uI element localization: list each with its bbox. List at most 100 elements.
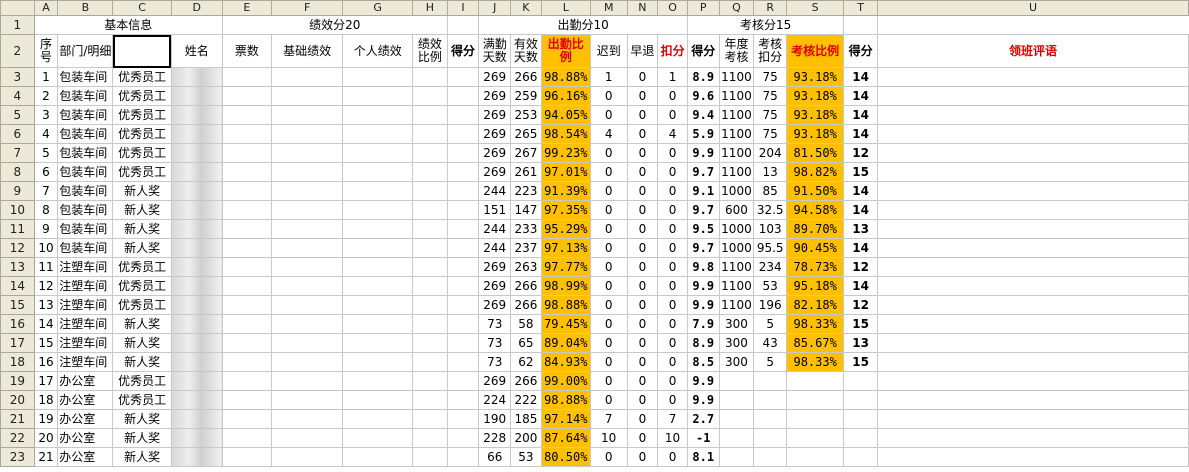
cell-name-redacted[interactable] [170, 333, 223, 353]
row-header[interactable]: 15 [0, 295, 35, 315]
cell-personal-perf[interactable] [342, 257, 413, 277]
cell-name-redacted[interactable] [170, 200, 223, 220]
cell-annual[interactable] [718, 447, 755, 467]
row-header[interactable]: 13 [0, 257, 35, 277]
cell-dept[interactable]: 注塑车间 [57, 314, 114, 334]
cell-full-days[interactable]: 269 [478, 143, 512, 163]
cell-early[interactable]: 0 [626, 447, 659, 467]
cell-comment[interactable] [877, 314, 1189, 334]
cell-type[interactable]: 优秀员工 [112, 276, 172, 296]
cell-seq[interactable]: 17 [33, 371, 59, 391]
cell-type[interactable]: 优秀员工 [112, 162, 172, 182]
row-header[interactable]: 8 [0, 162, 35, 182]
cell-perf-score[interactable] [446, 105, 480, 125]
cell-votes[interactable] [221, 124, 272, 144]
cell-assess-score[interactable]: 13 [843, 219, 879, 239]
cell-valid-days[interactable]: 200 [510, 428, 542, 448]
cell-comment[interactable] [877, 295, 1189, 315]
cell-attend-score[interactable]: 9.9 [686, 295, 720, 315]
row-header[interactable]: 23 [0, 447, 35, 467]
cell-perf-ratio[interactable] [411, 105, 448, 125]
cell-perf-ratio[interactable] [411, 219, 448, 239]
cell-annual[interactable]: 1000 [718, 238, 755, 258]
cell-perf-ratio[interactable] [411, 162, 448, 182]
cell-deduct[interactable]: 0 [657, 181, 688, 201]
cell-seq[interactable]: 11 [33, 257, 59, 277]
cell-annual[interactable]: 1000 [718, 219, 755, 239]
cell-attend-ratio[interactable]: 98.88% [540, 295, 591, 315]
cell-seq[interactable]: 21 [33, 447, 59, 467]
cell-dept[interactable]: 注塑车间 [57, 276, 114, 296]
cell-deduct[interactable]: 0 [657, 295, 688, 315]
cell-attend-ratio[interactable]: 79.45% [540, 314, 591, 334]
cell-perf-ratio[interactable] [411, 257, 448, 277]
cell-early[interactable]: 0 [626, 257, 659, 277]
cell-deduct[interactable]: 4 [657, 124, 688, 144]
cell-personal-perf[interactable] [342, 219, 413, 239]
cell-personal-perf[interactable] [342, 105, 413, 125]
cell-early[interactable]: 0 [626, 162, 659, 182]
cell-deduct[interactable]: 0 [657, 276, 688, 296]
group-header-basic[interactable]: 基本信息 [33, 15, 223, 35]
cell-deduct[interactable]: 0 [657, 314, 688, 334]
cell-votes[interactable] [221, 447, 272, 467]
cell-votes[interactable] [221, 428, 272, 448]
cell-personal-perf[interactable] [342, 86, 413, 106]
cell-seq[interactable]: 12 [33, 276, 59, 296]
cell-base-perf[interactable] [270, 143, 344, 163]
cell-type[interactable]: 新人奖 [112, 238, 172, 258]
column-header[interactable]: M [589, 0, 628, 16]
cell-perf-score[interactable] [446, 333, 480, 353]
column-header[interactable]: F [270, 0, 344, 16]
row-header[interactable]: 1 [0, 15, 35, 35]
cell-assess-ratio[interactable] [786, 371, 845, 391]
cell-type[interactable]: 新人奖 [112, 409, 172, 429]
cell-deduct[interactable]: 7 [657, 409, 688, 429]
cell-deduct[interactable]: 0 [657, 200, 688, 220]
cell-annual[interactable]: 1100 [718, 86, 755, 106]
cell-assess-score[interactable] [843, 447, 879, 467]
cell-assess-ratio[interactable]: 90.45% [786, 238, 845, 258]
cell-valid-days[interactable]: 261 [510, 162, 542, 182]
cell-annual[interactable]: 1100 [718, 143, 755, 163]
group-header-assessment[interactable]: 考核分15 [686, 15, 845, 35]
cell-attend-ratio[interactable]: 97.13% [540, 238, 591, 258]
cell-comment[interactable] [877, 447, 1189, 467]
cell-base-perf[interactable] [270, 390, 344, 410]
cell-perf-ratio[interactable] [411, 428, 448, 448]
cell-perf-ratio[interactable] [411, 143, 448, 163]
cell-dept[interactable]: 办公室 [57, 428, 114, 448]
cell-assess-ratio[interactable]: 94.58% [786, 200, 845, 220]
cell-late[interactable]: 0 [589, 371, 628, 391]
cell-name-redacted[interactable] [170, 124, 223, 144]
cell-assess-score[interactable]: 14 [843, 67, 879, 87]
cell-personal-perf[interactable] [342, 124, 413, 144]
cell-attend-ratio[interactable]: 98.88% [540, 390, 591, 410]
cell-votes[interactable] [221, 181, 272, 201]
cell-assess-deduct[interactable] [753, 371, 788, 391]
cell-seq[interactable]: 6 [33, 162, 59, 182]
cell-type[interactable]: 新人奖 [112, 200, 172, 220]
cell-personal-perf[interactable] [342, 371, 413, 391]
cell-attend-score[interactable]: 9.6 [686, 86, 720, 106]
cell-seq[interactable]: 10 [33, 238, 59, 258]
cell-valid-days[interactable]: 237 [510, 238, 542, 258]
cell-annual[interactable]: 300 [718, 314, 755, 334]
cell-annual[interactable]: 300 [718, 333, 755, 353]
cell-perf-score[interactable] [446, 67, 480, 87]
cell-votes[interactable] [221, 238, 272, 258]
cell-comment[interactable] [877, 257, 1189, 277]
cell-perf-score[interactable] [446, 257, 480, 277]
cell-valid-days[interactable]: 266 [510, 276, 542, 296]
column-header[interactable]: N [626, 0, 659, 16]
cell-dept[interactable]: 办公室 [57, 447, 114, 467]
cell-assess-ratio[interactable]: 85.67% [786, 333, 845, 353]
cell-attend-score[interactable]: 8.9 [686, 67, 720, 87]
cell-assess-deduct[interactable]: 75 [753, 105, 788, 125]
cell-full-days[interactable]: 269 [478, 105, 512, 125]
header-attend-score[interactable]: 得分 [686, 34, 720, 68]
cell-votes[interactable] [221, 200, 272, 220]
cell-full-days[interactable]: 244 [478, 238, 512, 258]
row-header[interactable]: 2 [0, 34, 35, 68]
cell-type[interactable]: 优秀员工 [112, 143, 172, 163]
